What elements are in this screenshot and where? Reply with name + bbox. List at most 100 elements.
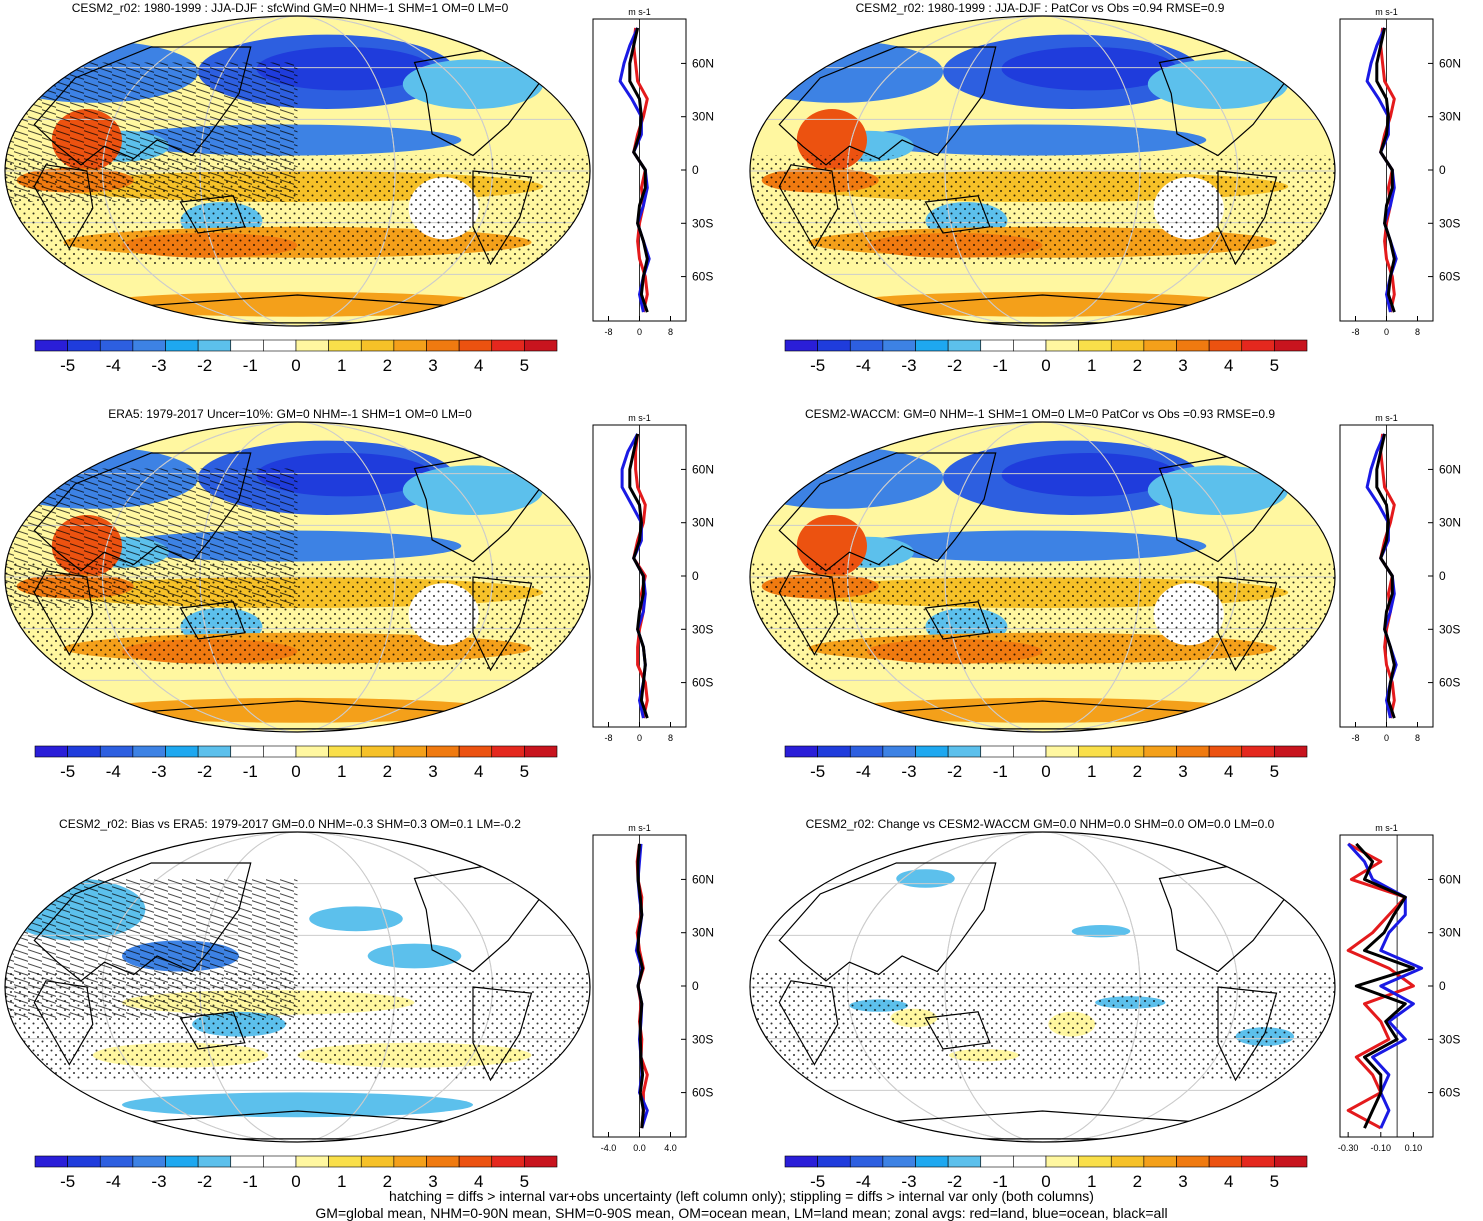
x-tick-label: 0 [637, 327, 642, 337]
colorbar-label: -2 [197, 356, 212, 375]
colorbar-swatch [1110, 1155, 1145, 1168]
colorbar-swatch [197, 1155, 232, 1168]
colorbar-label: -1 [243, 356, 258, 375]
colorbar-swatch [458, 339, 493, 352]
coastline-2 [778, 570, 839, 656]
colorbar-swatch [882, 339, 916, 352]
colorbar-label: -3 [901, 762, 916, 781]
panel-title-5: CESM2_r02: Bias vs ERA5: 1979-2017 GM=0.… [59, 817, 521, 831]
colorbar-swatch [849, 1155, 884, 1168]
coastline-2 [778, 980, 839, 1066]
colorbar-swatch [99, 745, 134, 758]
colorbar-label: 5 [1270, 762, 1279, 781]
colorbar-swatch [524, 339, 558, 352]
colorbar-swatch [784, 339, 818, 352]
colorbar-swatch [393, 1155, 427, 1168]
map-frame [749, 421, 1336, 733]
colorbar-swatch [426, 745, 460, 758]
colorbar-swatch [947, 745, 982, 758]
colorbar-swatch [915, 339, 949, 352]
y-tick-label: 0 [1439, 979, 1446, 993]
y-tick-label: 60N [692, 872, 714, 886]
colorbar-4: -5 -4 -3 -2 -1 0 1 2 3 4 5 [784, 745, 1308, 781]
x-tick-label: -8 [604, 733, 612, 743]
colorbar-swatch [393, 745, 427, 758]
colorbar-label: 3 [428, 1172, 437, 1191]
colorbar-swatch [980, 745, 1014, 758]
colorbar-label: 0 [1041, 1172, 1050, 1191]
footer-line-1: hatching = diffs > internal var+obs unce… [389, 1188, 1094, 1204]
colorbar-swatch [67, 1155, 101, 1168]
colorbar-swatch [328, 339, 362, 352]
colorbar-swatch [1176, 745, 1210, 758]
colorbar-label: 1 [1087, 762, 1096, 781]
map-frame [749, 15, 1336, 327]
colorbar-swatch [1241, 339, 1275, 352]
colorbar-swatch [1078, 745, 1112, 758]
colorbar-swatch [67, 745, 101, 758]
colorbar-label: -2 [197, 1172, 212, 1191]
profile-unit: m s-1 [1375, 7, 1398, 17]
colorbar-label: -5 [810, 1172, 825, 1191]
x-tick-label: -8 [1351, 327, 1359, 337]
colorbar-swatch [99, 1155, 134, 1168]
y-tick-label: 60S [1439, 270, 1460, 284]
y-tick-label: 60S [692, 270, 713, 284]
colorbar-swatch [1078, 1155, 1112, 1168]
profile-unit: m s-1 [628, 413, 651, 423]
colorbar-label: 0 [1041, 356, 1050, 375]
colorbar-label: -4 [106, 762, 121, 781]
colorbar-swatch [947, 1155, 982, 1168]
colorbar-label: -4 [856, 1172, 871, 1191]
y-tick-label: 0 [692, 163, 699, 177]
colorbar-label: -5 [60, 1172, 75, 1191]
y-tick-label: 30S [692, 216, 713, 230]
map-panel-4: CESM2-WACCM: GM=0 NHM=-1 SHM=1 OM=0 LM=0… [749, 407, 1336, 733]
colorbar-swatch [132, 339, 166, 352]
x-tick-label: 4.0 [664, 1143, 677, 1153]
colorbar-swatch [295, 1155, 329, 1168]
x-tick-label: 0.0 [633, 1143, 646, 1153]
y-tick-label: 30S [1439, 216, 1460, 230]
colorbar-label: -3 [151, 356, 166, 375]
colorbar-swatch [980, 339, 1014, 352]
profile-series-land [1346, 842, 1415, 1130]
colorbar-label: -3 [151, 1172, 166, 1191]
y-tick-label: 60N [1439, 462, 1461, 476]
x-tick-label: -0.30 [1338, 1143, 1359, 1153]
y-tick-label: 60N [692, 462, 714, 476]
colorbar-swatch [230, 1155, 264, 1168]
map-panel-1: CESM2_r02: 1980-1999 : JJA-DJF : sfcWind… [4, 1, 591, 327]
colorbar-swatch [1241, 1155, 1275, 1168]
colorbar-label: -1 [243, 762, 258, 781]
colorbar-label: 2 [383, 762, 392, 781]
y-tick-label: 60N [692, 56, 714, 70]
coastline-5 [1217, 170, 1278, 266]
colorbar-swatch [784, 745, 818, 758]
colorbar-swatch [882, 745, 916, 758]
profile-unit: m s-1 [1375, 823, 1398, 833]
colorbar-label: 2 [1133, 356, 1142, 375]
zonal-profile-1: m s-1 60N 30N 0 30S 60S -8 0 8 [592, 7, 714, 337]
map-panel-3: ERA5: 1979-2017 Uncer=10%: GM=0 NHM=-1 S… [4, 407, 591, 733]
coastline-1 [33, 452, 252, 572]
map-frame [4, 831, 591, 1143]
colorbar-label: 2 [1133, 762, 1142, 781]
colorbar-swatch [263, 339, 297, 352]
x-tick-label: 0 [1384, 733, 1389, 743]
colorbar-swatch [849, 339, 884, 352]
colorbar-swatch [360, 339, 395, 352]
colorbar-swatch [1208, 745, 1243, 758]
x-tick-label: 8 [1415, 733, 1420, 743]
colorbar-3: -5 -4 -3 -2 -1 0 1 2 3 4 5 [34, 745, 558, 781]
coastline-2 [33, 980, 94, 1066]
colorbar-label: -3 [901, 356, 916, 375]
colorbar-swatch [295, 339, 329, 352]
colorbar-swatch [1110, 339, 1145, 352]
colorbar-swatch [197, 339, 232, 352]
colorbar-label: -2 [947, 762, 962, 781]
panel-title-4: CESM2-WACCM: GM=0 NHM=-1 SHM=1 OM=0 LM=0… [805, 407, 1275, 421]
colorbar-swatch [1143, 1155, 1177, 1168]
colorbar-label: 2 [383, 1172, 392, 1191]
x-tick-label: 8 [668, 733, 673, 743]
